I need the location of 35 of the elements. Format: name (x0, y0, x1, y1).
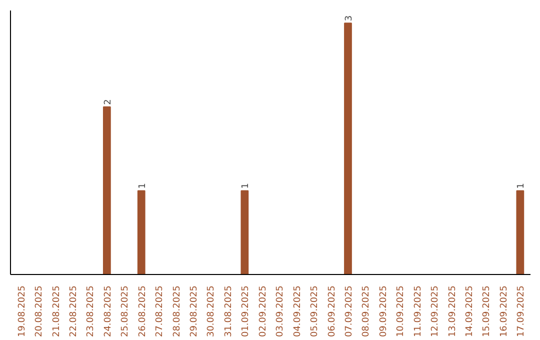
x-tick-label: 02.09.2025 (258, 286, 268, 338)
data-label: 2 (103, 99, 114, 105)
x-tick-label: 17.09.2025 (516, 286, 527, 338)
x-tick-label: 14.09.2025 (465, 286, 476, 338)
x-tick-label: 08.09.2025 (362, 286, 372, 338)
x-tick-label: 01.09.2025 (241, 286, 252, 338)
x-tick-label: 06.09.2025 (327, 286, 338, 338)
x-tick-label: 12.09.2025 (430, 286, 441, 338)
x-tick-label: 13.09.2025 (448, 286, 458, 338)
x-tick-label: 25.08.2025 (120, 286, 131, 338)
data-label: 1 (241, 182, 252, 189)
x-tick-label: 24.08.2025 (103, 286, 114, 338)
x-tick-label: 21.08.2025 (52, 286, 62, 338)
x-tick-label: 29.08.2025 (190, 286, 200, 338)
x-tick-label: 15.09.2025 (482, 286, 492, 338)
x-tick-label: 28.08.2025 (172, 286, 182, 338)
x-tick-label: 27.08.2025 (155, 286, 166, 338)
x-tick-label: 31.08.2025 (224, 286, 234, 338)
x-tick-label: 11.09.2025 (413, 286, 424, 338)
x-tick-label: 30.08.2025 (206, 286, 217, 338)
x-tick-label: 09.09.2025 (378, 286, 389, 338)
x-tick-label: 22.08.2025 (68, 286, 79, 338)
x-tick-label: 04.09.2025 (292, 286, 303, 338)
x-tick-label: 07.09.2025 (344, 286, 354, 338)
x-tick-label: 20.08.2025 (34, 286, 45, 338)
x-tick-label: 03.09.2025 (276, 286, 286, 338)
data-label: 1 (138, 182, 148, 189)
data-label: 1 (516, 182, 527, 189)
data-label: 3 (344, 15, 354, 22)
x-tick-label: 19.08.2025 (17, 286, 28, 338)
x-tick-label: 26.08.2025 (138, 286, 148, 338)
x-tick-label: 23.08.2025 (86, 286, 96, 338)
x-tick-label: 10.09.2025 (396, 286, 406, 338)
x-tick-label: 05.09.2025 (310, 286, 320, 338)
x-tick-label: 16.09.2025 (499, 286, 510, 338)
